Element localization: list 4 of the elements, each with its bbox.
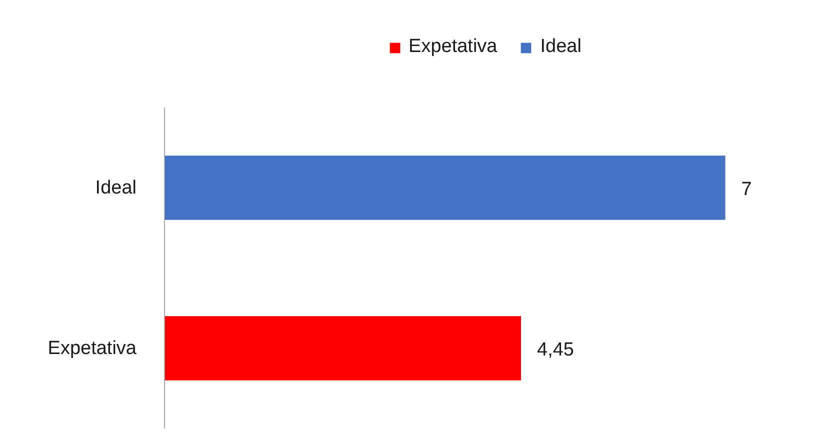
- data-label: 4,45: [537, 339, 574, 360]
- legend-label: Expetativa: [408, 36, 498, 58]
- legend-label: Ideal: [540, 36, 582, 58]
- data-label: 7: [741, 178, 752, 200]
